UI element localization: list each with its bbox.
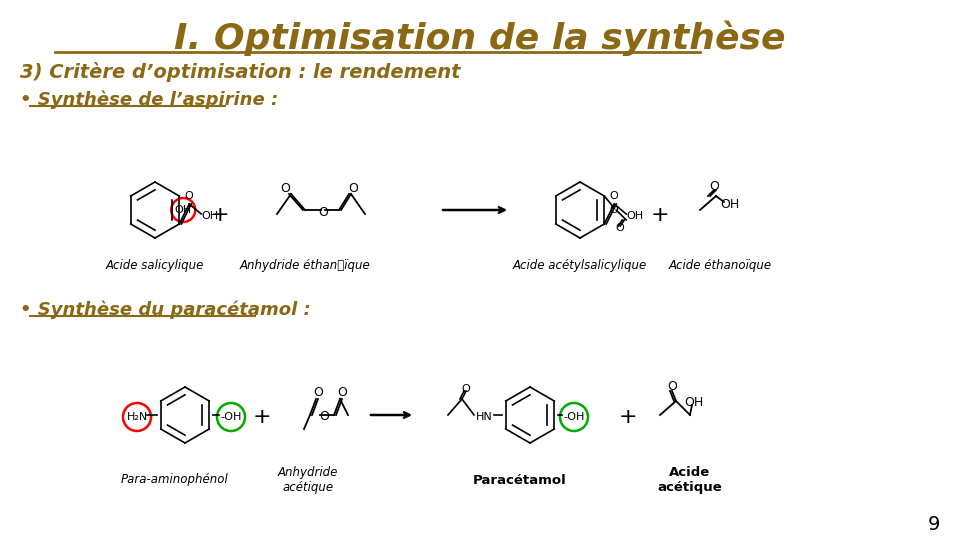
Text: -OH: -OH [220, 412, 242, 422]
Text: H₂N: H₂N [127, 412, 148, 422]
Text: Acide éthanoïque: Acide éthanoïque [668, 259, 772, 272]
Text: • Synthèse de l’aspirine :: • Synthèse de l’aspirine : [20, 91, 278, 109]
Text: O: O [319, 410, 329, 423]
Text: Para-aminophénol: Para-aminophénol [121, 474, 228, 487]
Text: OH: OH [626, 211, 643, 221]
Text: 9: 9 [927, 516, 940, 535]
Text: O: O [462, 384, 470, 394]
Text: +: + [651, 205, 669, 225]
Text: O: O [313, 387, 323, 400]
Text: +: + [252, 407, 272, 427]
Text: Paracétamol: Paracétamol [473, 474, 566, 487]
Text: OH: OH [202, 211, 218, 221]
Text: Acide acétylsalicylique: Acide acétylsalicylique [513, 259, 647, 272]
Text: Anhydride
acétique: Anhydride acétique [277, 466, 338, 494]
Text: 3) Critère d’optimisation : le rendement: 3) Critère d’optimisation : le rendement [20, 62, 461, 82]
Text: O: O [610, 205, 618, 215]
Text: O: O [348, 181, 358, 194]
Text: HN: HN [475, 412, 492, 422]
Text: O: O [709, 179, 719, 192]
Text: O: O [610, 191, 618, 201]
Text: OH: OH [684, 396, 704, 409]
Text: Acide
acétique: Acide acétique [658, 466, 722, 494]
Text: +: + [210, 205, 229, 225]
Text: O: O [337, 387, 347, 400]
Text: Acide salicylique: Acide salicylique [106, 259, 204, 272]
Text: +: + [618, 407, 637, 427]
Text: I. Optimisation de la synthèse: I. Optimisation de la synthèse [175, 20, 785, 56]
Text: -OH: -OH [564, 412, 585, 422]
Text: O: O [318, 206, 328, 219]
Text: O: O [616, 223, 625, 233]
Text: OH: OH [175, 205, 192, 215]
Text: OH: OH [720, 198, 739, 211]
Text: O: O [185, 191, 194, 201]
Text: Anhydride éthanोïque: Anhydride éthanोïque [240, 259, 371, 272]
Text: O: O [667, 381, 677, 394]
Text: • Synthèse du paracétamol :: • Synthèse du paracétamol : [20, 301, 311, 319]
Text: O: O [280, 181, 290, 194]
